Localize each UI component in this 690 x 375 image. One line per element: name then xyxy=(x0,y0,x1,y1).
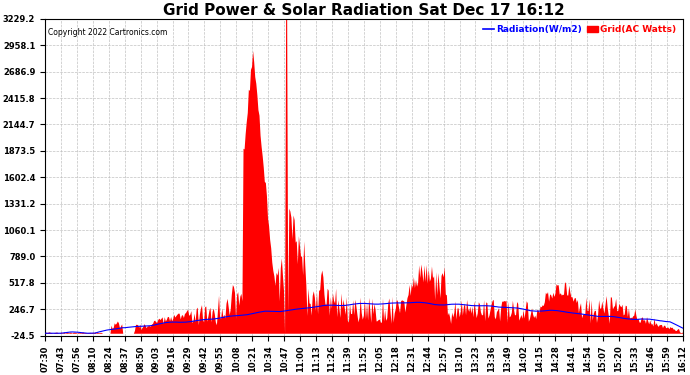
Text: Copyright 2022 Cartronics.com: Copyright 2022 Cartronics.com xyxy=(48,28,168,38)
Legend: Radiation(W/m2), Grid(AC Watts): Radiation(W/m2), Grid(AC Watts) xyxy=(481,24,678,36)
Title: Grid Power & Solar Radiation Sat Dec 17 16:12: Grid Power & Solar Radiation Sat Dec 17 … xyxy=(163,3,564,18)
